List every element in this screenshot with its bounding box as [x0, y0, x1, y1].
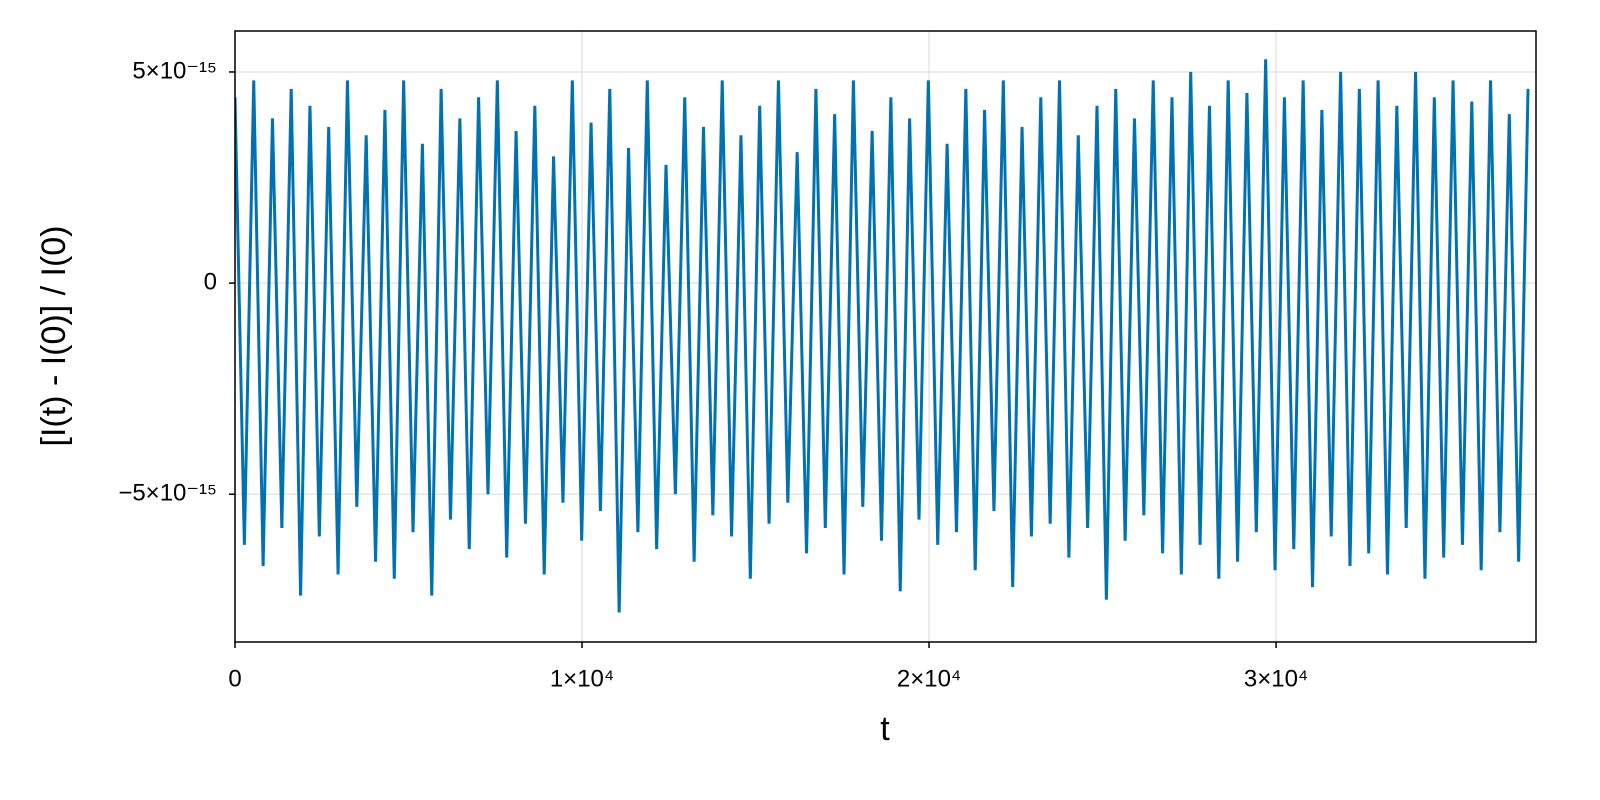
- x-tick-label: 2×10⁴: [897, 665, 961, 692]
- y-tick-label: −5×10⁻¹⁵: [118, 480, 217, 507]
- x-tick-label: 3×10⁴: [1244, 665, 1308, 692]
- y-tick-label: 0: [204, 268, 217, 295]
- x-tick-label: 1×10⁴: [550, 665, 614, 692]
- x-tick-label: 0: [228, 665, 241, 692]
- data-line: [235, 59, 1530, 613]
- y-axis-title: [I(t) - I(0)] / I(0): [35, 226, 73, 447]
- y-tick-label: 5×10⁻¹⁵: [132, 57, 217, 84]
- plot-frame: [234, 30, 1537, 643]
- x-axis-title: t: [880, 710, 890, 748]
